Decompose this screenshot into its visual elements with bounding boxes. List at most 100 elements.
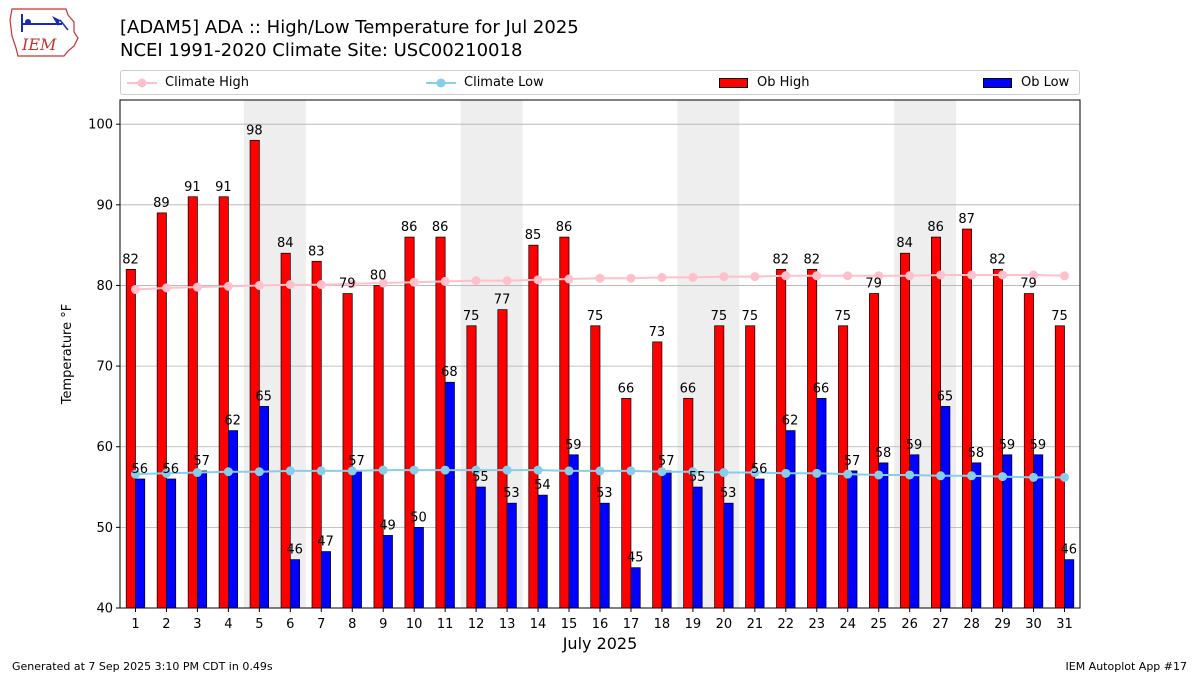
- climate-low-point: [161, 468, 171, 478]
- ob-high-value-label: 82: [803, 252, 820, 267]
- x-tick-label: 2: [162, 617, 170, 632]
- climate-low-point: [409, 465, 419, 475]
- ob-high-bar: [156, 212, 167, 609]
- ob-high-bar: [528, 244, 539, 609]
- ob-high-bar: [559, 236, 570, 609]
- climate-high-point: [192, 282, 202, 292]
- ob-low-value-label: 57: [658, 454, 675, 469]
- climate-high-point: [409, 277, 419, 287]
- ob-low-bar: [506, 502, 517, 609]
- ob-high-value-label: 75: [711, 309, 728, 324]
- ob-high-value-label: 79: [339, 277, 356, 292]
- climate-low-point: [874, 470, 884, 480]
- ob-low-bar: [166, 478, 177, 609]
- y-tick-label: 40: [96, 602, 113, 617]
- ob-low-bar: [940, 406, 951, 609]
- ob-low-bar: [259, 406, 269, 609]
- climate-high-point: [595, 273, 605, 283]
- x-tick-label: 1: [131, 617, 139, 632]
- climate-high-point: [843, 271, 853, 281]
- ob-high-bar: [497, 309, 508, 609]
- climate-low-point: [1029, 472, 1039, 482]
- climate-high-point: [440, 276, 450, 286]
- y-tick-label: 60: [96, 440, 113, 455]
- x-tick-label: 18: [654, 617, 671, 632]
- chart-legend: Climate High Climate Low Ob High Ob Low: [120, 70, 1080, 95]
- ob-high-value-label: 86: [927, 220, 944, 235]
- ob-low-swatch-icon: [983, 77, 1012, 88]
- ob-low-value-label: 58: [875, 446, 892, 461]
- ob-low-value-label: 55: [472, 470, 489, 485]
- ob-high-value-label: 98: [246, 123, 263, 138]
- y-tick-label: 90: [96, 198, 113, 213]
- ob-high-bar: [776, 268, 787, 609]
- ob-low-value-label: 62: [782, 414, 799, 429]
- x-tick-label: 17: [623, 617, 640, 632]
- ob-high-value-label: 77: [494, 293, 511, 308]
- ob-low-bar: [847, 470, 858, 609]
- ob-low-value-label: 57: [844, 454, 861, 469]
- ob-low-value-label: 56: [751, 462, 768, 477]
- y-tick-label: 80: [96, 279, 113, 294]
- ob-high-value-label: 82: [989, 252, 1006, 267]
- ob-high-bar: [621, 397, 632, 609]
- ob-high-value-label: 91: [215, 180, 232, 195]
- ob-high-value-label: 75: [463, 309, 480, 324]
- climate-high-line-icon: [127, 78, 157, 87]
- ob-high-value-label: 86: [556, 220, 573, 235]
- ob-high-bar: [311, 260, 322, 609]
- ob-low-bar: [878, 462, 889, 609]
- climate-high-point: [161, 283, 171, 293]
- ob-low-value-label: 54: [534, 478, 551, 493]
- ob-high-value-label: 79: [865, 277, 882, 292]
- climate-low-point: [533, 465, 543, 475]
- ob-high-value-label: 85: [525, 228, 542, 243]
- climate-low-point: [471, 465, 481, 475]
- ob-high-value-label: 86: [432, 220, 449, 235]
- ob-low-value-label: 46: [286, 543, 303, 558]
- y-axis-label: Temperature °F: [60, 304, 75, 405]
- ob-high-value-label: 75: [742, 309, 759, 324]
- climate-low-point: [905, 470, 915, 480]
- x-tick-label: 6: [286, 617, 294, 632]
- ob-low-value-label: 47: [317, 535, 334, 550]
- climate-high-point: [626, 273, 636, 283]
- legend-climate-low-label: Climate Low: [464, 75, 544, 90]
- ob-low-bar: [816, 397, 827, 609]
- ob-low-value-label: 45: [627, 551, 644, 566]
- climate-low-point: [626, 466, 636, 476]
- ob-high-value-label: 87: [958, 212, 975, 227]
- app-credit: IEM Autoplot App #17: [1065, 660, 1188, 673]
- ob-low-value-label: 66: [813, 381, 830, 396]
- x-tick-label: 30: [1025, 617, 1042, 632]
- ob-low-value-label: 68: [441, 365, 458, 380]
- logo-text: IEM: [21, 35, 57, 54]
- ob-low-bar: [661, 470, 672, 609]
- x-tick-label: 10: [406, 617, 423, 632]
- ob-high-value-label: 75: [1051, 309, 1068, 324]
- iem-logo: IEM: [9, 8, 79, 57]
- climate-high-point: [874, 271, 884, 281]
- x-tick-label: 28: [963, 617, 980, 632]
- climate-high-point: [1060, 271, 1070, 281]
- x-tick-label: 13: [499, 617, 516, 632]
- climate-high-point: [316, 280, 326, 290]
- legend-climate-high: Climate High: [127, 71, 249, 94]
- ob-low-value-label: 65: [255, 389, 272, 404]
- climate-low-point: [130, 469, 140, 479]
- ob-low-value-label: 58: [968, 446, 985, 461]
- ob-low-value-label: 56: [162, 462, 179, 477]
- ob-high-value-label: 84: [896, 236, 913, 251]
- climate-high-point: [936, 270, 946, 280]
- legend-ob-high-label: Ob High: [757, 75, 810, 90]
- x-axis-label: July 2025: [562, 634, 638, 653]
- ob-low-bar: [568, 454, 579, 609]
- ob-low-bar: [444, 381, 455, 609]
- ob-low-bar: [630, 567, 641, 609]
- climate-low-point: [1060, 472, 1070, 482]
- climate-low-point: [285, 466, 295, 476]
- x-tick-label: 22: [778, 617, 795, 632]
- climate-high-point: [719, 272, 729, 282]
- ob-high-bar: [125, 268, 136, 609]
